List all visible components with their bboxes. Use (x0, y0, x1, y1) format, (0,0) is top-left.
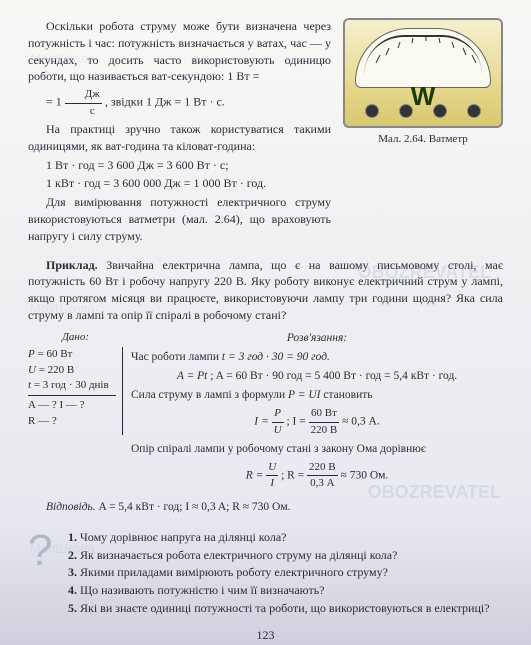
gauge-ticks (356, 33, 496, 77)
top-text-column: Оскільки робота струму може бути визначе… (28, 18, 331, 247)
question-item: 5. Які ви знаєте одиниці потужності та р… (68, 600, 503, 617)
paragraph-2: На практиці зручно також користуватися т… (28, 121, 331, 155)
solution-line-3: Сила струму в лампі з формули P = UI ста… (131, 387, 503, 403)
fraction-r1: U I (266, 460, 278, 492)
f1-den: с (65, 104, 102, 119)
terminal (365, 104, 379, 118)
f1-num: Дж (65, 87, 102, 103)
solution-column: Розв'язання: Час роботи лампи t = 3 год … (131, 330, 503, 495)
terminal (467, 104, 481, 118)
terminal (433, 104, 447, 118)
q2-text: Як визначається робота електричного стру… (80, 548, 397, 562)
sl6-n2: 220 В (307, 460, 338, 476)
solution-line-6: R = U I ; R = 220 В 0,3 А ≈ 730 Ом. (131, 460, 503, 492)
sl4-suffix: ≈ 0,3 А. (342, 416, 380, 428)
example-paragraph: Приклад. Звичайна електрична лампа, що є… (28, 257, 503, 324)
q-num: 4. (68, 583, 80, 597)
sl1b: t = 3 год · 30 = 90 год. (222, 351, 330, 363)
formula-2: 1 Вт · год = 3 600 Дж = 3 600 Вт · с; (28, 157, 331, 174)
fraction-i2: 60 Вт 220 В (309, 406, 340, 438)
formula-1: = 1 Дж с , звідки 1 Дж = 1 Вт · с. (28, 87, 331, 119)
example-label: Приклад. (46, 258, 98, 272)
given-t: t = 3 год · 30 днів (28, 378, 116, 393)
answer-text: A = 5,4 кВт · год; I ≈ 0,3 A; R ≈ 730 Ом… (99, 501, 291, 513)
sl2b: ; A = 60 Вт · 90 год = 5 400 Вт · год = … (210, 370, 457, 382)
given-p: P = 60 Вт (28, 347, 116, 362)
sl4-mid: ; I = (286, 416, 308, 428)
q-num: 5. (68, 601, 80, 615)
sl6-n1: U (266, 460, 278, 476)
q-num: 1. (68, 530, 80, 544)
given-find2: R — ? (28, 414, 116, 429)
answer-label: Відповідь. (46, 501, 96, 513)
example-text: Звичайна електрична лампа, що є на вашом… (28, 258, 503, 322)
answer-line: Відповідь. A = 5,4 кВт · год; I ≈ 0,3 A;… (28, 499, 503, 515)
sl6-mid: ; R = (281, 470, 307, 482)
given-divider: A — ? I — ? R — ? (28, 395, 116, 429)
top-section: Оскільки робота струму може бути визначе… (28, 18, 503, 247)
sl4-d2: 220 В (309, 423, 340, 438)
terminals (355, 104, 491, 118)
fraction-i1: P U (272, 406, 284, 438)
para1-text: Оскільки робота струму може бути визначе… (28, 19, 331, 83)
figure-box: W Мал. 2.64. Ватметр (343, 18, 503, 247)
given-u: U = 220 В (28, 363, 116, 378)
q4-text: Що називають потужністю і чим її визнача… (80, 583, 325, 597)
sl6-suffix: ≈ 730 Ом. (341, 470, 389, 482)
question-item: 2. Як визначається робота електричного с… (68, 547, 503, 564)
sl3a: Сила струму в лампі з формули (131, 389, 288, 401)
sl3c: становить (323, 389, 372, 401)
question-item: 1. Чому дорівнює напруга на ділянці кола… (68, 529, 503, 546)
given-body: P = 60 Вт U = 220 В t = 3 год · 30 днів … (28, 347, 123, 435)
fraction-r2: 220 В 0,3 А (307, 460, 338, 492)
terminal (399, 104, 413, 118)
f1-suffix: , звідки 1 Дж = 1 Вт · с. (105, 95, 225, 109)
solution-line-4: I = P U ; I = 60 Вт 220 В ≈ 0,3 А. (131, 406, 503, 438)
sl4-n1: P (272, 406, 284, 422)
sl6-d2: 0,3 А (307, 476, 338, 491)
q-num: 3. (68, 565, 80, 579)
question-mark-icon: ? (28, 529, 52, 573)
sl6-d1: I (266, 476, 278, 491)
solution-line-1: Час роботи лампи t = 3 год · 30 = 90 год… (131, 349, 503, 365)
sl4-d1: U (272, 423, 284, 438)
figure-caption: Мал. 2.64. Ватметр (343, 132, 503, 147)
paragraph-1: Оскільки робота струму може бути визначе… (28, 18, 331, 85)
wattmeter-image: W (343, 18, 503, 128)
solution-block: Дано: P = 60 Вт U = 220 В t = 3 год · 30… (28, 330, 503, 495)
example-section: Приклад. Звичайна електрична лампа, що є… (28, 257, 503, 324)
question-item: 4. Що називають потужністю і чим її визн… (68, 582, 503, 599)
given-header: Дано: (28, 330, 123, 345)
solution-header: Розв'язання: (131, 330, 503, 346)
given-find: A — ? I — ? (28, 398, 116, 413)
sl4-prefix: I = (254, 416, 271, 428)
paragraph-3: Для вимірювання потужності електричного … (28, 194, 331, 244)
q-num: 2. (68, 548, 80, 562)
questions-block: ? 1. Чому дорівнює напруга на ділянці ко… (28, 529, 503, 617)
q3-text: Якими приладами вимірюють роботу електри… (80, 565, 388, 579)
formula-3: 1 кВт · год = 3 600 000 Дж = 1 000 Вт · … (28, 175, 331, 192)
page-number: 123 (28, 627, 503, 644)
questions-list: 1. Чому дорівнює напруга на ділянці кола… (68, 529, 503, 617)
q5-text: Які ви знаєте одиниці потужності та робо… (80, 601, 490, 615)
sl3b: P = UI (288, 389, 320, 401)
sl1a: Час роботи лампи (131, 351, 222, 363)
solution-line-2: A = Pt ; A = 60 Вт · 90 год = 5 400 Вт ·… (131, 368, 503, 384)
f1-prefix: = 1 (46, 95, 62, 109)
sl6-prefix: R = (246, 470, 267, 482)
sl2a: A = Pt (177, 370, 208, 382)
given-column: Дано: P = 60 Вт U = 220 В t = 3 год · 30… (28, 330, 123, 495)
sl4-n2: 60 Вт (309, 406, 340, 422)
fraction-1: Дж с (65, 87, 102, 119)
solution-line-5: Опір спіралі лампи у робочому стані з за… (131, 441, 503, 457)
q1-text: Чому дорівнює напруга на ділянці кола? (80, 530, 286, 544)
question-item: 3. Якими приладами вимірюють роботу елек… (68, 564, 503, 581)
